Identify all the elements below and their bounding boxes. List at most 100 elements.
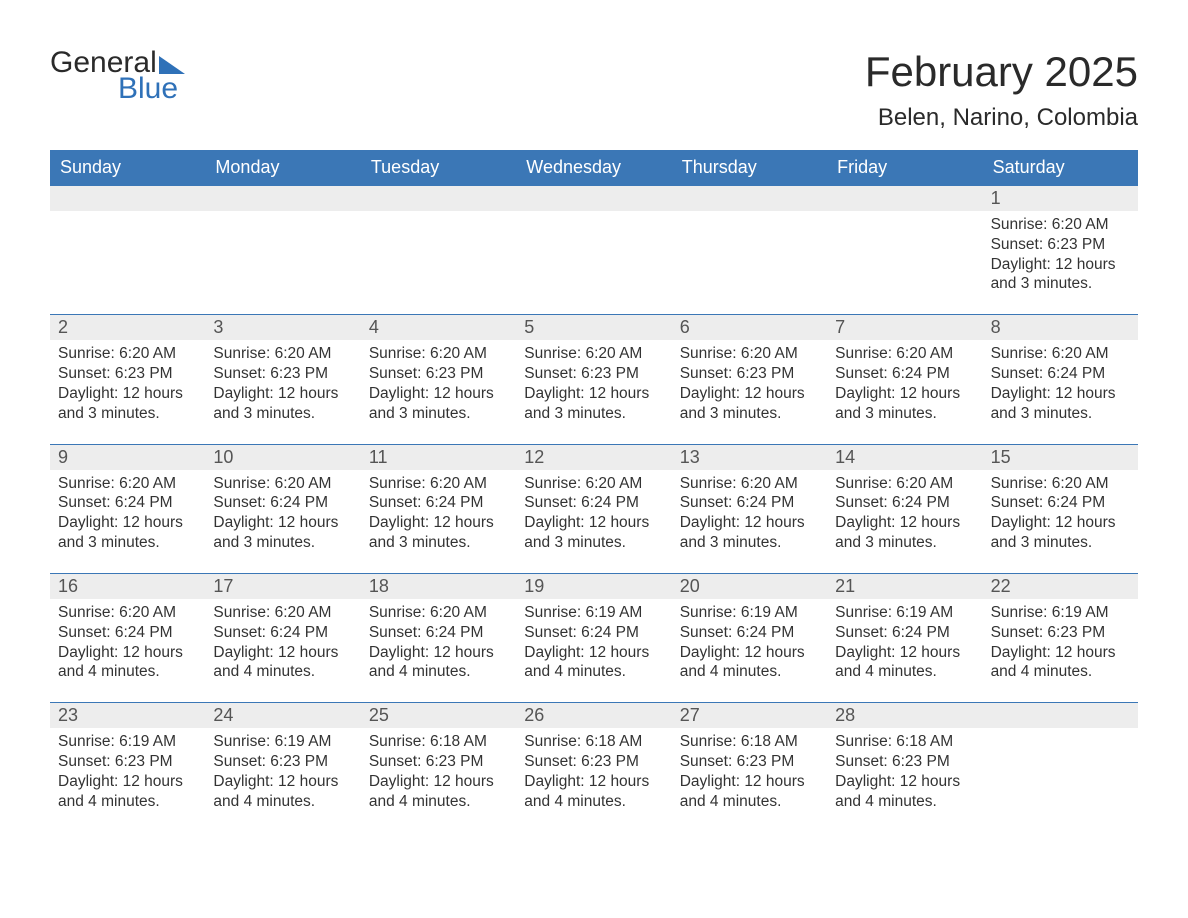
daylight-text: Daylight: 12 hours and 4 minutes. — [680, 772, 819, 812]
day-cell — [983, 728, 1138, 813]
day-cell — [672, 211, 827, 296]
day-number: 5 — [516, 315, 671, 340]
day-cell: Sunrise: 6:20 AMSunset: 6:23 PMDaylight:… — [983, 211, 1138, 296]
day-cell: Sunrise: 6:20 AMSunset: 6:24 PMDaylight:… — [50, 470, 205, 555]
day-number: 19 — [516, 574, 671, 599]
sunrise-text: Sunrise: 6:20 AM — [524, 474, 663, 494]
sunset-text: Sunset: 6:23 PM — [213, 752, 352, 772]
day-number: 4 — [361, 315, 516, 340]
day-cell — [516, 211, 671, 296]
sunset-text: Sunset: 6:23 PM — [991, 623, 1130, 643]
day-cell: Sunrise: 6:20 AMSunset: 6:23 PMDaylight:… — [672, 340, 827, 425]
day-number — [672, 186, 827, 211]
daylight-text: Daylight: 12 hours and 4 minutes. — [213, 772, 352, 812]
daylight-text: Daylight: 12 hours and 3 minutes. — [58, 513, 197, 553]
sunrise-text: Sunrise: 6:19 AM — [524, 603, 663, 623]
sunrise-text: Sunrise: 6:20 AM — [835, 344, 974, 364]
week-daynum-row: 9101112131415 — [50, 444, 1138, 470]
sunset-text: Sunset: 6:24 PM — [369, 623, 508, 643]
week-daynum-row: 232425262728 — [50, 702, 1138, 728]
day-number: 11 — [361, 445, 516, 470]
day-cell: Sunrise: 6:20 AMSunset: 6:24 PMDaylight:… — [361, 599, 516, 684]
sunset-text: Sunset: 6:24 PM — [835, 364, 974, 384]
sunset-text: Sunset: 6:23 PM — [835, 752, 974, 772]
sunrise-text: Sunrise: 6:20 AM — [680, 474, 819, 494]
day-header: Tuesday — [361, 150, 516, 185]
day-cell: Sunrise: 6:20 AMSunset: 6:24 PMDaylight:… — [361, 470, 516, 555]
day-number: 6 — [672, 315, 827, 340]
day-header: Saturday — [983, 150, 1138, 185]
day-cell: Sunrise: 6:19 AMSunset: 6:24 PMDaylight:… — [827, 599, 982, 684]
sunrise-text: Sunrise: 6:20 AM — [213, 474, 352, 494]
day-cell: Sunrise: 6:20 AMSunset: 6:24 PMDaylight:… — [205, 599, 360, 684]
sunset-text: Sunset: 6:23 PM — [524, 364, 663, 384]
week-daynum-row: 16171819202122 — [50, 573, 1138, 599]
day-number: 9 — [50, 445, 205, 470]
daylight-text: Daylight: 12 hours and 4 minutes. — [835, 772, 974, 812]
sunrise-text: Sunrise: 6:20 AM — [369, 344, 508, 364]
day-cell — [205, 211, 360, 296]
day-header-row: SundayMondayTuesdayWednesdayThursdayFrid… — [50, 150, 1138, 185]
day-number — [361, 186, 516, 211]
daylight-text: Daylight: 12 hours and 4 minutes. — [991, 643, 1130, 683]
sunrise-text: Sunrise: 6:19 AM — [213, 732, 352, 752]
week-daynum-row: 1 — [50, 185, 1138, 211]
week-content-row: Sunrise: 6:20 AMSunset: 6:23 PMDaylight:… — [50, 211, 1138, 296]
daylight-text: Daylight: 12 hours and 3 minutes. — [58, 384, 197, 424]
day-number: 8 — [983, 315, 1138, 340]
sunrise-text: Sunrise: 6:18 AM — [524, 732, 663, 752]
day-number: 12 — [516, 445, 671, 470]
day-cell: Sunrise: 6:20 AMSunset: 6:23 PMDaylight:… — [516, 340, 671, 425]
day-number — [516, 186, 671, 211]
sunset-text: Sunset: 6:24 PM — [680, 623, 819, 643]
sunrise-text: Sunrise: 6:20 AM — [58, 474, 197, 494]
day-cell: Sunrise: 6:20 AMSunset: 6:24 PMDaylight:… — [827, 470, 982, 555]
sunrise-text: Sunrise: 6:18 AM — [369, 732, 508, 752]
day-number — [50, 186, 205, 211]
sunset-text: Sunset: 6:23 PM — [524, 752, 663, 772]
daylight-text: Daylight: 12 hours and 3 minutes. — [369, 513, 508, 553]
day-header: Friday — [827, 150, 982, 185]
sunset-text: Sunset: 6:24 PM — [213, 623, 352, 643]
calendar: SundayMondayTuesdayWednesdayThursdayFrid… — [50, 150, 1138, 814]
sunset-text: Sunset: 6:24 PM — [680, 493, 819, 513]
day-number: 2 — [50, 315, 205, 340]
day-number — [827, 186, 982, 211]
sunset-text: Sunset: 6:24 PM — [991, 364, 1130, 384]
day-cell: Sunrise: 6:20 AMSunset: 6:23 PMDaylight:… — [205, 340, 360, 425]
day-number: 18 — [361, 574, 516, 599]
sunset-text: Sunset: 6:23 PM — [680, 752, 819, 772]
sunrise-text: Sunrise: 6:19 AM — [58, 732, 197, 752]
daylight-text: Daylight: 12 hours and 3 minutes. — [680, 384, 819, 424]
sunset-text: Sunset: 6:24 PM — [991, 493, 1130, 513]
daylight-text: Daylight: 12 hours and 4 minutes. — [369, 643, 508, 683]
daylight-text: Daylight: 12 hours and 4 minutes. — [58, 643, 197, 683]
daylight-text: Daylight: 12 hours and 3 minutes. — [835, 513, 974, 553]
daylight-text: Daylight: 12 hours and 3 minutes. — [680, 513, 819, 553]
daylight-text: Daylight: 12 hours and 3 minutes. — [991, 513, 1130, 553]
day-cell: Sunrise: 6:20 AMSunset: 6:23 PMDaylight:… — [50, 340, 205, 425]
sunrise-text: Sunrise: 6:19 AM — [680, 603, 819, 623]
week-content-row: Sunrise: 6:20 AMSunset: 6:24 PMDaylight:… — [50, 470, 1138, 555]
day-number: 14 — [827, 445, 982, 470]
day-number: 27 — [672, 703, 827, 728]
sunrise-text: Sunrise: 6:20 AM — [680, 344, 819, 364]
day-cell: Sunrise: 6:18 AMSunset: 6:23 PMDaylight:… — [672, 728, 827, 813]
day-cell: Sunrise: 6:19 AMSunset: 6:23 PMDaylight:… — [205, 728, 360, 813]
sunrise-text: Sunrise: 6:20 AM — [524, 344, 663, 364]
sunset-text: Sunset: 6:23 PM — [213, 364, 352, 384]
daylight-text: Daylight: 12 hours and 4 minutes. — [524, 772, 663, 812]
day-number — [983, 703, 1138, 728]
day-number — [205, 186, 360, 211]
day-header: Wednesday — [516, 150, 671, 185]
day-number: 24 — [205, 703, 360, 728]
sunrise-text: Sunrise: 6:20 AM — [369, 603, 508, 623]
sunset-text: Sunset: 6:23 PM — [369, 752, 508, 772]
sunset-text: Sunset: 6:23 PM — [369, 364, 508, 384]
day-number: 28 — [827, 703, 982, 728]
day-header: Sunday — [50, 150, 205, 185]
sunrise-text: Sunrise: 6:20 AM — [369, 474, 508, 494]
day-number: 16 — [50, 574, 205, 599]
week-daynum-row: 2345678 — [50, 314, 1138, 340]
daylight-text: Daylight: 12 hours and 4 minutes. — [835, 643, 974, 683]
